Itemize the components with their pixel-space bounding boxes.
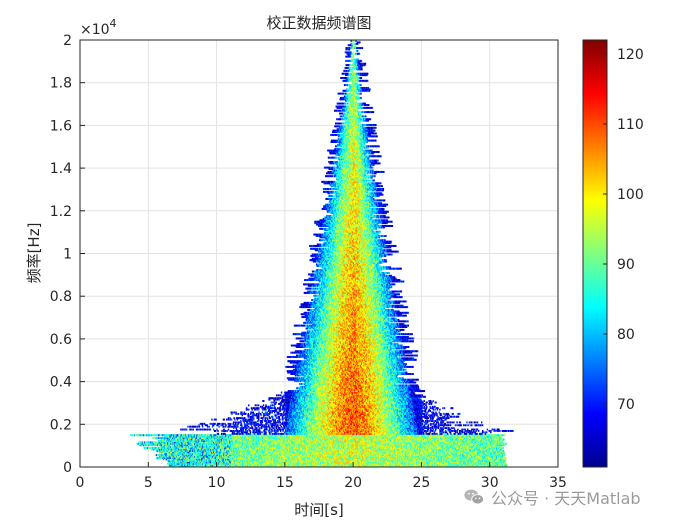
chart-title: 校正数据频谱图 bbox=[266, 14, 371, 32]
spectrogram-cell bbox=[505, 457, 506, 459]
